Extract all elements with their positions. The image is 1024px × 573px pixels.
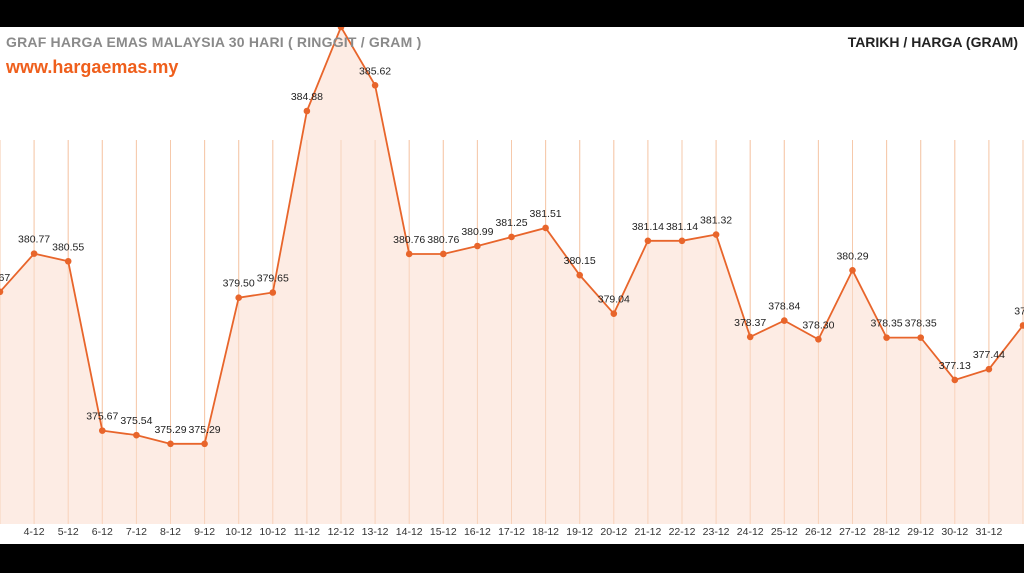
data-point	[542, 224, 549, 232]
data-point	[951, 376, 959, 384]
value-label: 381.32	[700, 215, 732, 227]
chart-title: GRAF HARGA EMAS MALAYSIA 30 HARI ( RINGG…	[6, 34, 422, 50]
x-tick-label: 29-12	[907, 526, 934, 538]
value-label: 377.13	[939, 360, 971, 372]
x-tick-label: 9-12	[194, 526, 215, 538]
data-point	[440, 250, 447, 258]
x-tick-label: 24-12	[737, 526, 764, 538]
value-label: 375.54	[120, 415, 152, 427]
x-tick-label: 18-12	[532, 526, 559, 538]
chart-canvas: 9.67 380.77 4-12 380.55 5-12 375.67 6-12 375.54…	[0, 27, 1024, 544]
data-point	[678, 237, 686, 245]
data-point	[30, 250, 38, 257]
data-point	[269, 289, 277, 296]
value-label: 385.62	[359, 65, 391, 77]
x-tick-label: 13-12	[362, 526, 389, 538]
value-label: 381.14	[632, 221, 664, 233]
legend-label: TARIKH / HARGA (GRAM)	[847, 34, 1018, 50]
value-label: 378.30	[802, 319, 834, 331]
x-tick-label: 20-12	[600, 526, 627, 538]
value-label: 9.67	[0, 272, 10, 284]
x-tick-label: 16-12	[464, 526, 491, 538]
value-label: 379.50	[223, 278, 255, 290]
value-label: 378.37	[734, 317, 766, 329]
value-label: 378	[1014, 305, 1024, 317]
value-label: 379.65	[257, 273, 289, 285]
x-tick-label: 6-12	[92, 526, 113, 538]
data-point	[985, 365, 993, 373]
data-point	[781, 317, 788, 324]
x-tick-label: 10-12	[259, 526, 286, 538]
x-tick-label: 8-12	[160, 526, 181, 538]
value-label: 380.15	[564, 255, 596, 267]
value-label: 384.88	[291, 91, 323, 103]
value-label: 381.25	[495, 217, 527, 229]
x-tick-label: 17-12	[498, 526, 525, 538]
source-link[interactable]: www.hargaemas.my	[6, 57, 179, 77]
data-point	[917, 334, 924, 341]
value-label: 377.44	[973, 349, 1005, 361]
x-tick-label: 28-12	[873, 526, 900, 538]
x-tick-label: 14-12	[396, 526, 423, 538]
line-chart: 9.67 380.77 4-12 380.55 5-12 375.67 6-12 375.54…	[0, 27, 1024, 538]
value-label: 378.84	[768, 301, 800, 313]
data-point	[1019, 322, 1024, 329]
x-tick-label: 19-12	[566, 526, 593, 538]
data-point	[474, 242, 481, 250]
value-label: 378.35	[905, 318, 937, 330]
data-point	[201, 440, 208, 448]
data-point	[610, 310, 618, 317]
data-point	[883, 334, 890, 341]
value-label: 380.76	[427, 234, 459, 246]
data-point	[508, 233, 515, 241]
x-tick-label: 5-12	[58, 526, 79, 538]
x-tick-label: 7-12	[126, 526, 147, 538]
value-label: 380.55	[52, 241, 84, 253]
data-point	[337, 27, 345, 31]
value-label: 381.51	[530, 208, 562, 220]
data-point	[133, 431, 140, 439]
x-tick-label: 27-12	[839, 526, 866, 538]
value-label: 380.29	[836, 250, 868, 262]
data-point	[712, 231, 720, 238]
data-point	[167, 440, 174, 448]
data-point	[405, 250, 413, 258]
data-point	[235, 294, 242, 302]
x-tick-label: 22-12	[669, 526, 696, 538]
x-tick-label: 26-12	[805, 526, 832, 538]
value-label: 379.04	[598, 294, 630, 306]
data-point	[849, 266, 856, 274]
x-tick-label: 31-12	[975, 526, 1002, 538]
value-label: 375.67	[86, 411, 118, 423]
x-tick-label: 12-12	[328, 526, 355, 538]
x-tick-label: 15-12	[430, 526, 457, 538]
x-tick-label: 21-12	[634, 526, 661, 538]
x-tick-label: 25-12	[771, 526, 798, 538]
value-label: 380.76	[393, 234, 425, 246]
x-tick-label: 11-12	[294, 526, 320, 538]
x-tick-label: 4-12	[24, 526, 45, 538]
value-label: 375.29	[154, 424, 186, 436]
data-point	[815, 336, 822, 343]
data-point	[746, 333, 754, 341]
value-label: 380.77	[18, 234, 50, 246]
data-point	[371, 82, 379, 89]
data-point	[303, 107, 311, 115]
data-point	[64, 257, 72, 265]
x-tick-label: 30-12	[941, 526, 968, 538]
data-point	[99, 427, 106, 434]
value-label: 375.29	[189, 424, 221, 436]
data-point	[576, 271, 583, 279]
data-point	[0, 288, 4, 296]
value-label: 380.99	[461, 226, 493, 238]
x-tick-label: 10-12	[225, 526, 252, 538]
data-point	[644, 237, 652, 245]
value-label: 378.35	[871, 318, 903, 330]
value-label: 381.14	[666, 221, 698, 233]
x-tick-label: 23-12	[703, 526, 730, 538]
